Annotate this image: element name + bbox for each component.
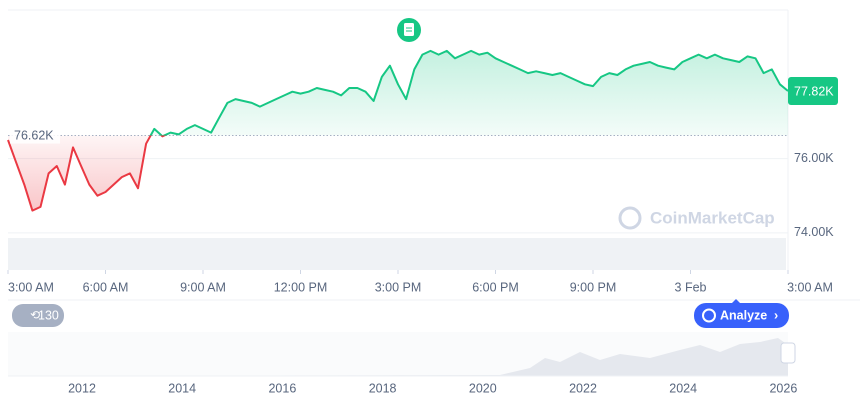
x-tick-label: 3:00 AM [787, 280, 833, 294]
x-tick-label: 9:00 PM [570, 280, 617, 294]
news-icon[interactable] [397, 18, 421, 42]
navigator-year: 2020 [469, 381, 497, 395]
navigator-year: 2024 [669, 381, 697, 395]
navigator-year: 2022 [569, 381, 597, 395]
navigator-area [8, 338, 788, 376]
last-price-bg [788, 76, 838, 105]
y-tick-label: 74.00K [794, 225, 834, 239]
x-tick-label: 6:00 PM [472, 280, 519, 294]
volume-area [8, 238, 786, 270]
watermark-text: CoinMarketCap [650, 208, 775, 227]
baseline-label: 76.62K [14, 128, 54, 142]
history-icon: ⟲ [30, 308, 40, 322]
x-tick-label: 9:00 AM [180, 280, 226, 294]
history-badge[interactable]: ⟲ 130 [12, 304, 64, 327]
navigator-year: 2018 [369, 381, 397, 395]
analyze-button[interactable]: Analyze › [694, 299, 789, 328]
x-tick-label: 3:00 AM [8, 280, 54, 294]
navigator-year: 2026 [769, 381, 797, 395]
analyze-text: Analyze [720, 308, 767, 322]
y-tick-label: 76.00K [794, 151, 834, 165]
navigator-year: 2014 [168, 381, 196, 395]
baseline-label-bg [10, 126, 60, 144]
chevron: › [774, 308, 778, 322]
watermark: CoinMarketCap [618, 206, 775, 230]
navigator-handle[interactable] [780, 342, 796, 364]
x-tick-label: 3:00 PM [375, 280, 422, 294]
last-price-label: 77.82K [794, 84, 834, 98]
badge-text: 130 [38, 308, 59, 322]
price-line [7, 49, 789, 212]
navigator-year: 2012 [68, 381, 96, 395]
x-tick-label: 12:00 PM [274, 280, 328, 294]
x-tick-label: 6:00 AM [83, 280, 129, 294]
price-area [8, 50, 788, 211]
x-tick-label: 3 Feb [675, 280, 707, 294]
navigator-year: 2016 [268, 381, 296, 395]
